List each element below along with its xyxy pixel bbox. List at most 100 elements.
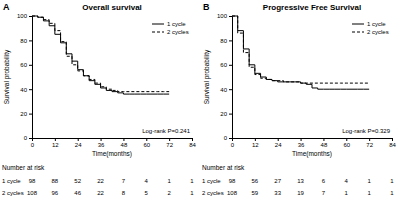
x-tick-mark [278,138,279,141]
x-tick: 24 [275,138,282,148]
risk-count: 2 [167,190,171,196]
x-tick: 0 [231,138,235,148]
y-tick-label: 60 [220,62,227,68]
x-axis-line [33,139,193,142]
x-axis: 012243648607284 [31,138,197,148]
x-tick: 72 [366,138,373,148]
risk-count: 22 [97,190,104,196]
risk-count: 88 [52,178,59,184]
legend-label: 1 cycle [167,21,186,27]
x-tick-label: 60 [143,142,150,148]
y-tick-mark [229,40,232,41]
y-axis-title: Survival probability [3,49,11,104]
risk-row-label: 2 cycles [202,190,224,196]
x-tick-label: 0 [231,142,235,148]
x-tick-mark [392,138,393,141]
legend-swatch [352,32,364,33]
risk-count: 108 [227,190,238,196]
x-tick-label: 72 [366,142,373,148]
x-tick-mark [255,138,256,141]
annotation: Log-rank P=0.241 [142,128,191,134]
x-tick: 24 [75,138,82,148]
risk-count: 96 [52,190,59,196]
y-tick-label: 80 [20,38,27,44]
x-tick: 12 [52,138,59,148]
risk-count: 1 [367,190,371,196]
y-tick-mark [29,89,32,90]
risk-row-label: 1 cycle [202,178,221,184]
title: Progressive Free Survival [263,3,361,12]
risk-row-label: 1 cycle [2,178,21,184]
x-tick-mark [123,138,124,141]
x-axis: 0 12 24 36 48 60 72 84 [231,138,397,148]
x-tick: 84 [189,138,196,148]
plot-area [32,16,169,94]
x-tick: 60 [143,138,150,148]
risk-count: 4 [145,178,149,184]
x-tick-label: 48 [321,142,328,148]
y-tick: 80 [220,38,232,44]
x-tick-label: 36 [298,142,305,148]
legend-label: 2 cycles [367,29,389,35]
x-tick-mark [301,138,302,141]
risk-count: 7 [122,178,126,184]
y-tick-mark [229,16,232,17]
risk-count: 19 [297,190,304,196]
annotation: Log-rank P=0.329 [342,128,391,134]
legend-swatch [152,24,164,25]
x-tick-mark [369,138,370,141]
title: Overall survival [82,3,142,12]
plot-area [232,16,369,89]
y-axis: 0 20 40 60 80 100 [217,13,233,141]
x-tick-label: 72 [166,142,173,148]
x-tick-mark [146,138,147,141]
panel-label: A [3,2,10,12]
y-tick-label: 80 [220,38,227,44]
y-tick-mark [229,65,232,66]
y-tick-label: 20 [220,111,227,117]
x-tick: 0 [31,138,35,148]
y-tick: 0 [24,135,32,141]
x-tick-label: 24 [75,142,82,148]
panel: AOverall survival01224364860728402040608… [2,2,196,196]
x-tick: 12 [252,138,259,148]
risk-count: 59 [252,190,259,196]
x-tick: 36 [98,138,105,148]
y-tick: 0 [224,135,232,141]
risk-table-title: Number at risk [2,164,45,171]
x-tick-label: 12 [252,142,259,148]
y-tick-mark [29,138,32,139]
y-tick: 100 [17,13,32,19]
risk-count: 5 [145,190,149,196]
y-tick-label: 40 [220,87,227,93]
x-tick-mark [346,138,347,141]
survival-curve [32,16,169,94]
risk-table: Number at risk1 cycle9888522274112 cycle… [2,164,194,196]
survival-curve [232,16,369,83]
y-tick: 20 [220,111,232,117]
x-tick: 36 [298,138,305,148]
legend-swatch [352,24,364,25]
x-tick: 60 [343,138,350,148]
risk-count: 33 [274,190,281,196]
y-tick-label: 40 [20,87,27,93]
risk-count: 22 [97,178,104,184]
y-axis-line [229,17,233,139]
y-axis: 020406080100 [17,13,33,141]
y-tick-label: 0 [224,135,228,141]
legend: 1 cycle 2 cycles [152,21,189,35]
risk-table: Number at risk1 cycle9856271364112 cycle… [202,164,394,196]
y-tick-mark [229,89,232,90]
y-tick-mark [229,138,232,139]
x-tick-label: 24 [275,142,282,148]
x-tick-label: 36 [98,142,105,148]
legend-label: 1 cycle [367,21,386,27]
legend-label: 2 cycles [167,29,189,35]
risk-count: 1 [367,178,371,184]
risk-count: 6 [322,178,326,184]
risk-table-title: Number at risk [202,164,245,171]
x-tick: 84 [389,138,396,148]
x-tick-label: 60 [343,142,350,148]
y-tick: 100 [217,13,232,19]
y-tick-label: 100 [217,13,228,19]
